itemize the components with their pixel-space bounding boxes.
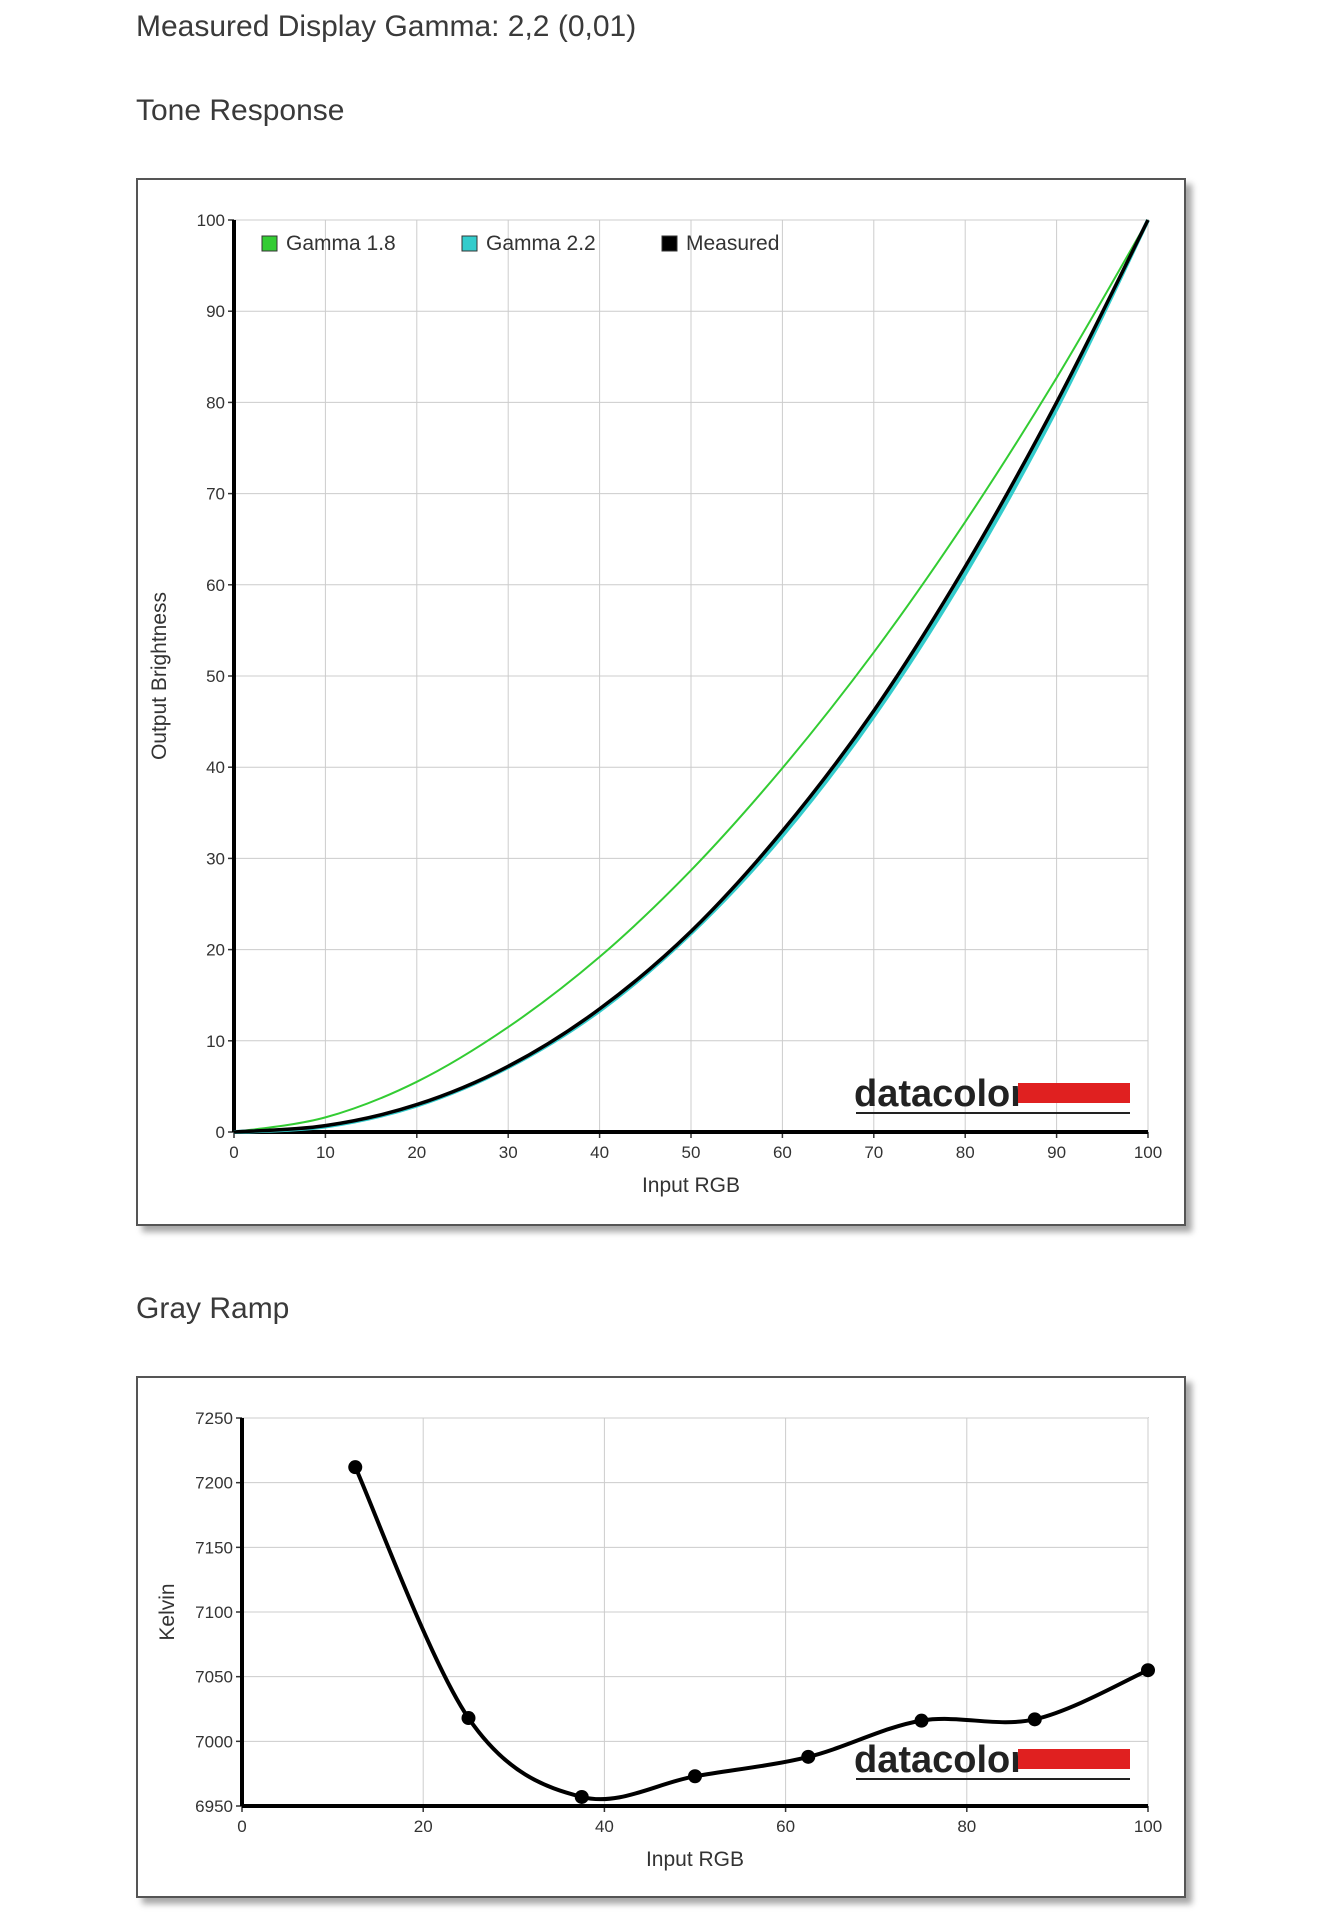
x-tick-label: 0 bbox=[237, 1817, 246, 1836]
tone-response-chart: 0 10 20 30 40 50 60 70 80 90 100 0 10 20 30 40 50 60 70 80 9… bbox=[148, 211, 1162, 1197]
data-point bbox=[1141, 1663, 1155, 1678]
data-point bbox=[574, 1789, 589, 1804]
y-axis-title: Output Brightness bbox=[148, 592, 171, 760]
x-axis-title: Input RGB bbox=[642, 1174, 740, 1197]
measured-gamma-heading: Measured Display Gamma: 2,2 (0,01) bbox=[136, 10, 637, 43]
x-tick-label: 100 bbox=[1134, 1817, 1162, 1836]
legend-swatch bbox=[661, 235, 678, 252]
x-tick-label: 90 bbox=[1047, 1143, 1066, 1162]
x-tick-label: 50 bbox=[682, 1143, 701, 1162]
y-tick-label: 7000 bbox=[195, 1732, 233, 1751]
y-tick-label: 90 bbox=[206, 302, 225, 321]
x-tick-label: 0 bbox=[229, 1143, 238, 1162]
y-tick-label: 7200 bbox=[195, 1474, 233, 1493]
y-tick-label: 7150 bbox=[195, 1538, 233, 1557]
x-tick-label: 30 bbox=[499, 1143, 518, 1162]
x-tick-label: 40 bbox=[590, 1143, 609, 1162]
legend-label: Measured bbox=[686, 232, 779, 255]
y-tick-label: 7100 bbox=[195, 1603, 233, 1622]
y-axis-title: Kelvin bbox=[156, 1583, 179, 1640]
series-line-0 bbox=[233, 219, 1149, 1133]
legend-swatch bbox=[261, 235, 278, 252]
y-tick-label: 60 bbox=[206, 576, 225, 595]
legend-swatch bbox=[461, 235, 478, 252]
y-tick-label: 0 bbox=[216, 1123, 225, 1142]
gray-ramp-heading: Gray Ramp bbox=[136, 1292, 290, 1325]
x-tick-label: 60 bbox=[773, 1143, 792, 1162]
data-point bbox=[688, 1769, 702, 1784]
x-tick-label: 100 bbox=[1134, 1143, 1162, 1162]
gray-ramp-chart: 0 20 40 60 80 100 6950 7000 7050 7100 7150 7200 7250… bbox=[156, 1409, 1162, 1871]
tone-response-heading: Tone Response bbox=[136, 94, 345, 127]
y-tick-label: 10 bbox=[206, 1032, 225, 1051]
x-tick-label: 10 bbox=[316, 1143, 335, 1162]
x-tick-label: 60 bbox=[776, 1817, 795, 1836]
y-tick-label: 7050 bbox=[195, 1668, 233, 1687]
x-axis-title: Input RGB bbox=[646, 1848, 744, 1871]
datacolor-logo-text: datacolor bbox=[854, 1073, 1025, 1115]
datacolor-logo-bar bbox=[1018, 1749, 1130, 1769]
y-tick-label: 40 bbox=[206, 758, 225, 777]
x-tick-label: 70 bbox=[864, 1143, 883, 1162]
x-tick-label: 40 bbox=[595, 1817, 614, 1836]
y-tick-label: 50 bbox=[206, 667, 225, 686]
tone-response-panel: 0 10 20 30 40 50 60 70 80 90 100 0 10 20 30 40 50 60 70 80 9… bbox=[136, 178, 1186, 1226]
data-point bbox=[1027, 1712, 1042, 1727]
y-tick-label: 80 bbox=[206, 393, 225, 412]
legend-label: Gamma 1.8 bbox=[286, 232, 396, 255]
series-line-0 bbox=[353, 1466, 1149, 1802]
y-tick-label: 70 bbox=[206, 485, 225, 504]
data-point bbox=[461, 1711, 476, 1726]
x-tick-label: 80 bbox=[957, 1817, 976, 1836]
data-point bbox=[348, 1460, 363, 1475]
datacolor-logo-text: datacolor bbox=[854, 1739, 1025, 1781]
y-tick-label: 100 bbox=[197, 211, 225, 230]
y-tick-label: 7250 bbox=[195, 1409, 233, 1428]
datacolor-logo-bar bbox=[1018, 1083, 1130, 1103]
gray-ramp-panel: 0 20 40 60 80 100 6950 7000 7050 7100 7150 7200 7250… bbox=[136, 1376, 1186, 1898]
data-point bbox=[801, 1749, 816, 1764]
x-tick-label: 20 bbox=[407, 1143, 426, 1162]
y-tick-label: 6950 bbox=[195, 1797, 233, 1816]
series-line-2 bbox=[233, 219, 1150, 1134]
y-tick-label: 20 bbox=[206, 941, 225, 960]
x-tick-label: 80 bbox=[956, 1143, 975, 1162]
legend-label: Gamma 2.2 bbox=[486, 232, 596, 255]
x-tick-label: 20 bbox=[414, 1817, 433, 1836]
data-point bbox=[914, 1713, 929, 1728]
y-tick-label: 30 bbox=[206, 849, 225, 868]
